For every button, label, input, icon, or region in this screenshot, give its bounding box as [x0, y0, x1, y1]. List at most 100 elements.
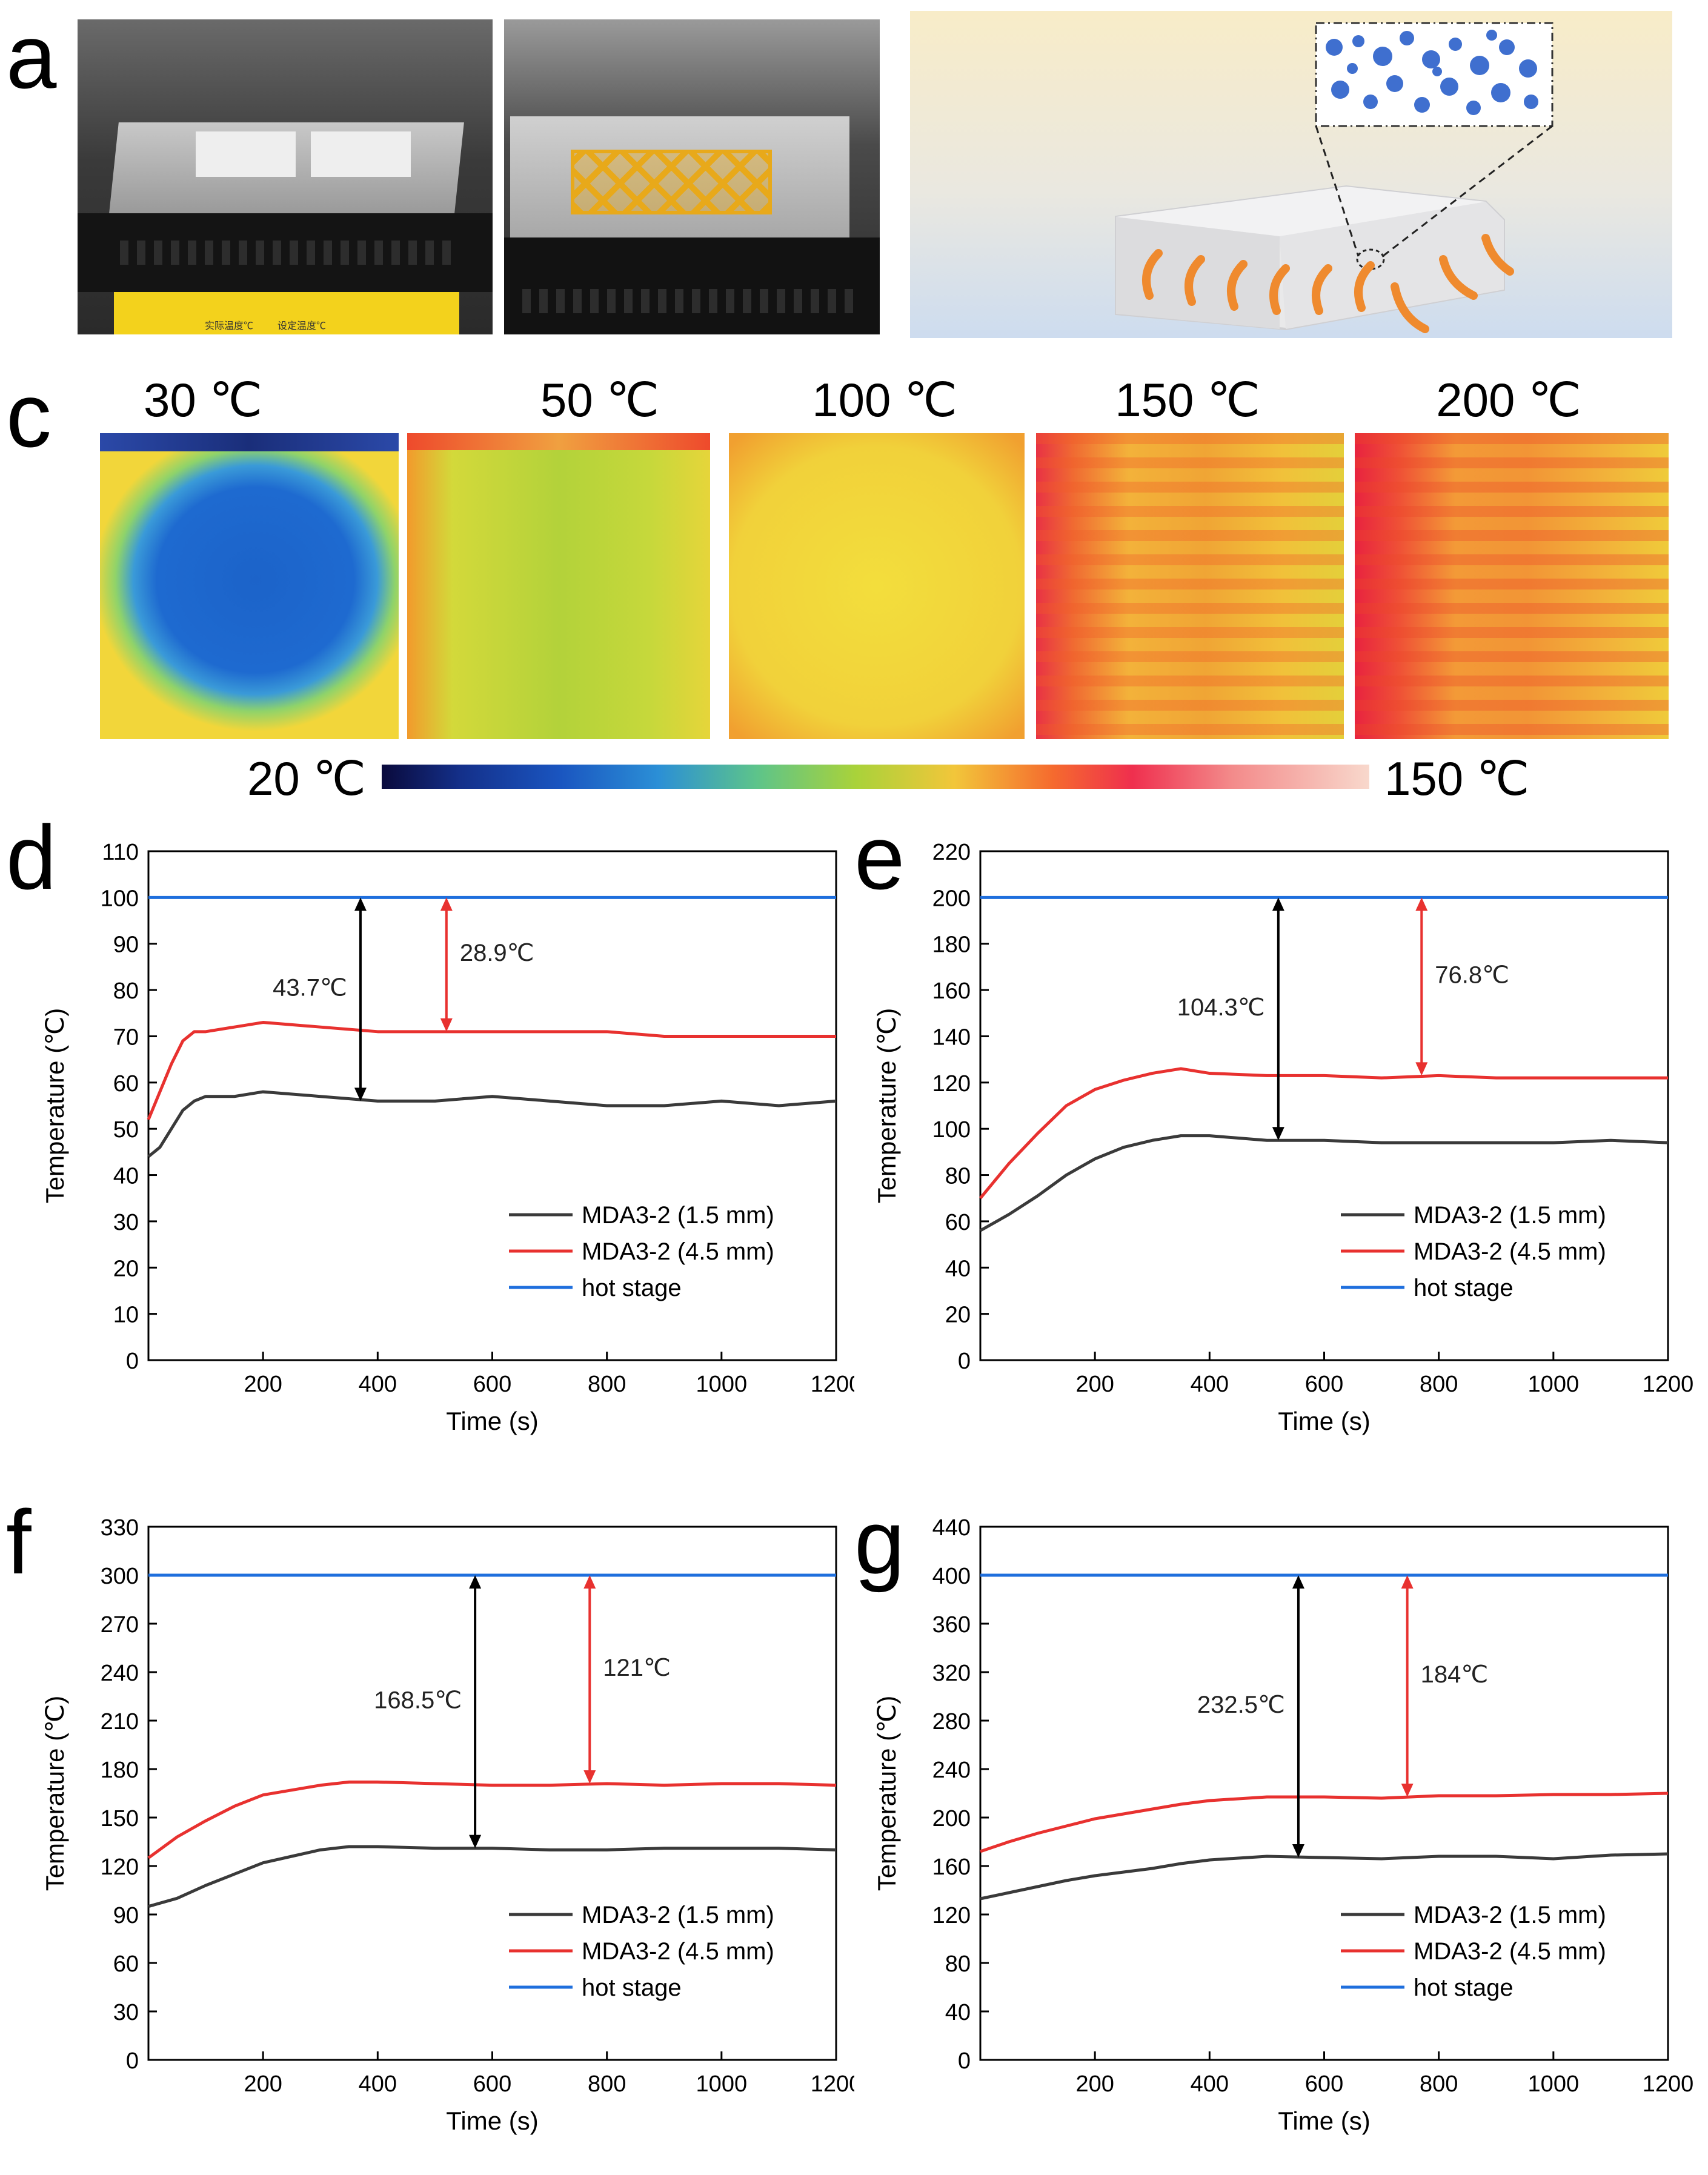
- annotation-label: 168.5℃: [374, 1687, 462, 1713]
- y-tick-label: 180: [932, 932, 971, 958]
- chart-d: 0 10 20 30 40 50 60 70 80 90 100 110 200 400 600 800 100…: [41, 840, 854, 1435]
- sample-left: [196, 131, 296, 177]
- x-axis-label: Time (s): [446, 2107, 538, 2135]
- annotation-arrow-head-bottom: [440, 1018, 453, 1032]
- series-line-thick: [979, 1067, 1668, 1200]
- x-tick-label: 1200: [811, 1372, 854, 1397]
- y-tick-label: 40: [113, 1164, 139, 1189]
- thermal-image-150: [1036, 433, 1344, 739]
- y-tick-label: 440: [932, 1515, 971, 1541]
- y-tick-label: 300: [101, 1564, 139, 1589]
- x-tick-label: 800: [588, 2071, 626, 2097]
- x-tick-label: 1000: [696, 2071, 748, 2097]
- panel-label-c: c: [6, 364, 52, 466]
- series-line-thick: [980, 1791, 1669, 1853]
- thermal-image-30: [100, 433, 399, 739]
- thermal-temp-label-3: 100 ℃: [812, 373, 957, 427]
- y-tick-label: 30: [113, 1210, 139, 1235]
- annotation-label: 76.8℃: [1435, 961, 1509, 988]
- colorbar-max-label: 150 ℃: [1384, 752, 1530, 805]
- annotation-arrow-head-top: [1292, 1575, 1304, 1589]
- y-tick-label: 50: [113, 1117, 139, 1143]
- chart-g: 0 40 80 120 160 200 240 280 320 360 400 440 200 400 60…: [872, 1515, 1693, 2135]
- annotation-label: 28.9℃: [460, 940, 534, 966]
- y-tick-label: 80: [945, 1164, 971, 1189]
- y-tick-label: 60: [113, 1951, 139, 1977]
- y-tick-label: 140: [932, 1024, 971, 1050]
- legend-label-thick: MDA3-2 (4.5 mm): [1414, 1238, 1606, 1265]
- series-line-thick: [147, 1021, 836, 1120]
- legend-label-thick: MDA3-2 (4.5 mm): [582, 1238, 774, 1265]
- chart-f: 0 30 60 90 120 150 180 210 240 270 300 330 200 400 600…: [41, 1515, 854, 2135]
- thermal-temp-label-5: 200 ℃: [1436, 373, 1581, 427]
- y-tick-label: 80: [113, 978, 139, 1004]
- x-tick-label: 400: [1191, 1372, 1229, 1397]
- thermal-temp-label-1: 30 ℃: [143, 373, 263, 427]
- x-tick-label: 800: [588, 1372, 626, 1397]
- plot-frame: [979, 850, 1669, 1361]
- x-tick-label: 800: [1420, 1372, 1458, 1397]
- y-tick-label: 0: [958, 1349, 971, 1374]
- stage-body: [78, 213, 493, 292]
- x-axis-label: Time (s): [1278, 1407, 1370, 1435]
- thermal-image-100: [729, 433, 1025, 739]
- y-tick-label: 0: [958, 2048, 971, 2074]
- thermal-image-50: [407, 433, 710, 739]
- legend-label-stage: hot stage: [1414, 1974, 1514, 2001]
- y-axis-label: Temperature (℃): [41, 1008, 69, 1204]
- annotation-arrow-head-top: [1415, 897, 1428, 911]
- annotation-arrow-head-top: [469, 1575, 482, 1589]
- x-tick-label: 600: [1305, 1372, 1343, 1397]
- legend-label-stage: hot stage: [582, 1275, 682, 1301]
- series-line-thin: [147, 1090, 837, 1158]
- annotation-label: 121℃: [603, 1655, 671, 1681]
- annotation-arrow-head-bottom: [1272, 1127, 1284, 1141]
- y-axis-label: Temperature (℃): [872, 1008, 901, 1204]
- y-tick-label: 70: [113, 1024, 139, 1050]
- y-tick-label: 120: [932, 1903, 971, 1928]
- legend-label-stage: hot stage: [1414, 1275, 1514, 1301]
- colorbar-min-label: 20 ℃: [247, 752, 367, 805]
- x-tick-label: 1200: [811, 2071, 854, 2097]
- y-tick-label: 240: [101, 1661, 139, 1686]
- thermal-temp-label-4: 150 ℃: [1115, 373, 1260, 427]
- annotation-arrow-head-bottom: [354, 1088, 367, 1101]
- thermal-temp-label-2: 50 ℃: [540, 373, 660, 427]
- y-tick-label: 160: [932, 978, 971, 1004]
- panel-label-d: d: [6, 806, 57, 908]
- annotation-label: 232.5℃: [1197, 1692, 1285, 1718]
- chart-e: 0 20 40 60 80 100 120 140 160 180 200 220 200 400 600 8…: [872, 840, 1694, 1435]
- y-tick-label: 210: [101, 1709, 139, 1735]
- series-line-thin: [980, 1852, 1669, 1901]
- y-tick-label: 90: [113, 1903, 139, 1928]
- series-line-thin: [979, 1134, 1669, 1232]
- y-tick-label: 60: [113, 1071, 139, 1097]
- y-tick-label: 160: [932, 1855, 971, 1880]
- x-tick-label: 1000: [1528, 2071, 1580, 2097]
- panel-label-a: a: [6, 5, 57, 107]
- y-tick-label: 240: [932, 1758, 971, 1783]
- annotation-arrow-head-top: [1272, 897, 1284, 911]
- y-axis-label: Temperature (℃): [41, 1696, 69, 1891]
- photo-hot-stage-taped: [504, 19, 880, 334]
- legend-label-thin: MDA3-2 (1.5 mm): [1414, 1202, 1606, 1229]
- panel-label-e: e: [854, 806, 905, 908]
- y-tick-label: 100: [932, 1117, 971, 1143]
- y-tick-label: 180: [101, 1758, 139, 1783]
- annotation-arrow-head-top: [354, 897, 367, 911]
- annotation-arrow-head-bottom: [469, 1835, 482, 1848]
- annotation-arrow-head-bottom: [583, 1770, 596, 1784]
- y-tick-label: 0: [126, 1349, 139, 1374]
- x-tick-label: 600: [473, 1372, 511, 1397]
- inset-microstructure: [1315, 22, 1553, 127]
- y-tick-label: 100: [101, 886, 139, 911]
- y-tick-label: 90: [113, 932, 139, 958]
- x-tick-label: 600: [1305, 2071, 1343, 2097]
- panel-label-f: f: [6, 1491, 32, 1593]
- x-tick-label: 1200: [1643, 1372, 1694, 1397]
- y-tick-label: 330: [101, 1515, 139, 1541]
- panel-label-g: g: [854, 1491, 905, 1593]
- y-tick-label: 10: [113, 1303, 139, 1328]
- x-tick-label: 400: [359, 2071, 397, 2097]
- annotation-arrow-head-bottom: [1401, 1784, 1414, 1797]
